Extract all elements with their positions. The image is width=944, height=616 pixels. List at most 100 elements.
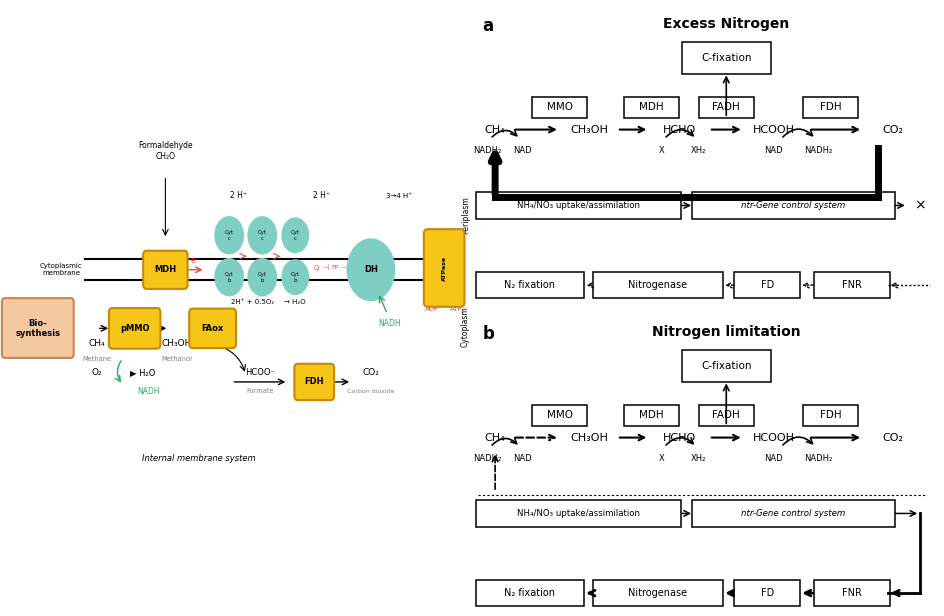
Text: CH₃OH: CH₃OH [570,124,608,134]
FancyBboxPatch shape [682,351,769,382]
Text: FAox: FAox [201,324,224,333]
Circle shape [347,239,395,301]
Text: FNR: FNR [841,588,861,598]
Text: pMMO: pMMO [120,324,149,333]
Text: NH₄/NO₃ uptake/assimilation: NH₄/NO₃ uptake/assimilation [516,201,639,210]
Text: C-fixation: C-fixation [700,53,750,63]
Text: MMO: MMO [547,102,572,113]
FancyBboxPatch shape [682,43,769,74]
Text: FD: FD [760,280,773,290]
Text: CH₄: CH₄ [89,339,105,348]
Text: ntr-Gene control system: ntr-Gene control system [740,509,845,518]
Text: 2 H⁺: 2 H⁺ [312,192,329,200]
Text: CO₂: CO₂ [362,368,379,377]
FancyBboxPatch shape [624,97,679,118]
FancyBboxPatch shape [531,97,586,118]
Text: ntr-Gene control system: ntr-Gene control system [740,201,845,210]
Text: HCHO: HCHO [662,124,695,134]
Text: Nitrogenase: Nitrogenase [628,280,686,290]
Text: NAD: NAD [764,147,782,155]
FancyBboxPatch shape [475,272,583,298]
Text: FD: FD [760,588,773,598]
Text: a: a [482,17,494,35]
Text: N₂ fixation: N₂ fixation [504,280,555,290]
FancyBboxPatch shape [813,580,889,606]
Text: FP: FP [330,265,338,270]
Text: FDH: FDH [304,378,324,386]
Text: NADH₂: NADH₂ [473,455,501,463]
Text: Cyt
b: Cyt b [258,272,266,283]
Text: HCOOH: HCOOH [751,432,794,442]
Text: CO₂: CO₂ [882,124,902,134]
Text: HCOO⁻: HCOO⁻ [244,368,275,377]
Text: Formate: Formate [245,388,274,394]
Text: CH₃OH: CH₃OH [570,432,608,442]
Text: FDH: FDH [819,102,840,113]
Text: Excess Nitrogen: Excess Nitrogen [663,17,788,31]
Text: DH: DH [363,265,378,274]
Text: Nitrogen limitation: Nitrogen limitation [651,325,800,339]
Text: Cyt
c: Cyt c [225,230,233,241]
Circle shape [281,260,309,294]
Circle shape [281,218,309,253]
FancyBboxPatch shape [733,580,800,606]
Text: NADH₂: NADH₂ [803,147,832,155]
FancyBboxPatch shape [813,272,889,298]
Circle shape [214,217,244,254]
Text: Cyt
b: Cyt b [225,272,233,283]
Text: → H₂O: → H₂O [284,299,306,305]
FancyBboxPatch shape [624,405,679,426]
Text: FDH: FDH [819,410,840,421]
FancyBboxPatch shape [691,500,894,527]
Text: 2H⁺ + 0.5O₂: 2H⁺ + 0.5O₂ [231,299,274,305]
Text: CH₄: CH₄ [484,124,505,134]
Text: Cytoplasm: Cytoplasm [461,306,469,347]
Text: CH₄: CH₄ [484,432,505,442]
FancyBboxPatch shape [2,298,74,358]
FancyBboxPatch shape [424,229,464,307]
Text: Q: Q [313,265,319,271]
Text: ⊣: ⊣ [340,264,347,272]
Circle shape [247,259,277,296]
Text: MDH: MDH [639,102,664,113]
FancyBboxPatch shape [733,272,800,298]
Text: ATP: ATP [449,306,462,312]
FancyBboxPatch shape [802,405,857,426]
Text: CO₂: CO₂ [882,432,902,442]
FancyBboxPatch shape [699,97,752,118]
FancyBboxPatch shape [592,272,722,298]
FancyBboxPatch shape [475,192,681,219]
Text: XH₂: XH₂ [690,147,706,155]
Text: Formaldehyde
CH₂O: Formaldehyde CH₂O [138,141,193,161]
Text: XH₂: XH₂ [690,455,706,463]
Text: NAD: NAD [513,147,531,155]
Text: MMO: MMO [547,410,572,421]
Text: ×: × [914,198,925,213]
FancyBboxPatch shape [691,192,894,219]
Text: X: X [658,147,664,155]
Text: FADH: FADH [712,410,739,421]
Text: NH₄/NO₃ uptake/assimilation: NH₄/NO₃ uptake/assimilation [516,509,639,518]
Text: NADH₂: NADH₂ [473,147,501,155]
Circle shape [247,217,277,254]
Text: 3→4 H⁺: 3→4 H⁺ [386,193,412,199]
Text: Cytoplasmic
membrane: Cytoplasmic membrane [40,263,83,277]
FancyBboxPatch shape [109,308,160,349]
Text: O₂: O₂ [92,368,102,377]
Text: Periplasm: Periplasm [461,197,469,235]
Text: ADP: ADP [425,306,439,312]
Text: Carbon dioxide: Carbon dioxide [346,389,395,394]
Circle shape [214,259,244,296]
Text: NADH: NADH [138,387,160,395]
Text: Nitrogenase: Nitrogenase [628,588,686,598]
FancyBboxPatch shape [802,97,857,118]
Text: Methane: Methane [82,355,111,362]
Text: e⁻: e⁻ [190,256,199,265]
Text: HCHO: HCHO [662,432,695,442]
Text: CH₃OH: CH₃OH [161,339,193,348]
FancyBboxPatch shape [189,309,236,348]
FancyBboxPatch shape [475,500,681,527]
Text: NAD: NAD [513,455,531,463]
Text: Cyt
c: Cyt c [291,230,299,241]
Text: HCOOH: HCOOH [751,124,794,134]
